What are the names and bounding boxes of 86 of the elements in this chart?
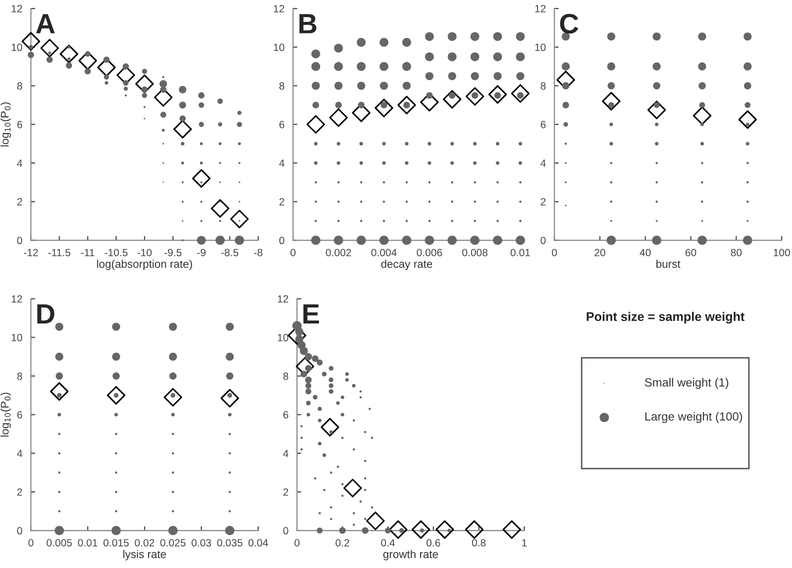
y-tick-label: 10 [12,44,22,52]
x-tick-label: -10.5 [104,248,128,256]
y-tick-label: 4 [279,160,284,167]
x-tick-label: 0.035 [217,539,242,546]
y-axis-title: log$_{10}$(P$_{0}$) [0,102,11,146]
y-tick-label: 10 [274,44,284,52]
x-tick-label: 0.002 [326,248,352,256]
y-tick-label: 8 [540,82,546,90]
y-tick-label: 6 [17,411,22,419]
chart-title: D [37,304,54,324]
y-axis-title: log$_{10}$(P$_{0}$) [0,392,11,437]
x-tick-label: 0 [552,248,557,256]
y-tick-label: 4 [283,450,288,458]
x-tick-label: -11 [81,248,94,256]
y-tick-label: 0 [17,527,22,534]
x-tick-label: 0.015 [104,539,129,546]
x-tick-label: 0 [294,539,300,546]
x-tick-label: 0.005 [46,539,72,546]
y-tick-label: 12 [12,295,22,303]
x-tick-label: -9 [197,248,206,256]
x-axis-title: burst [656,260,680,268]
x-tick-label: -8.5 [221,248,238,256]
y-tick-label: 12 [274,5,284,12]
x-tick-label: 40 [640,248,651,256]
x-tick-label: 0.8 [472,539,486,546]
text: Small weight (1) [644,378,728,389]
x-tick-label: 60 [686,248,696,256]
x-tick-label: 0.01 [510,248,530,256]
x-tick-label: 0.025 [160,539,186,546]
x-tick-label: 0.6 [426,539,440,546]
chart-title: A [36,14,55,34]
x-tick-label: 0.01 [78,539,98,546]
x-tick-label: 0.004 [371,248,397,256]
y-tick-label: 2 [283,488,288,496]
x-tick-label: -12 [24,248,38,256]
y-tick-label: 12 [535,5,546,12]
y-tick-label: 12 [12,5,22,12]
x-tick-label: 0 [28,539,34,546]
y-tick-label: 6 [540,120,546,128]
x-tick-label: 0.4 [381,539,395,546]
chart-title: C [560,14,578,34]
y-tick-label: 8 [17,372,22,380]
x-tick-label: 0 [290,248,296,256]
x-axis-title: lysis rate [123,550,166,560]
text: Large weight (100) [645,412,742,423]
x-tick-label: 1 [522,539,527,546]
y-tick-label: 8 [17,82,22,90]
x-tick-label: -10 [137,248,152,256]
y-tick-label: 8 [283,372,288,380]
y-tick-label: 10 [278,334,288,342]
y-tick-label: 6 [283,411,288,419]
x-axis-title: log(absorption rate) [97,260,192,270]
x-tick-label: 0.02 [134,539,154,546]
y-tick-label: 10 [12,334,22,342]
x-tick-label: 0.03 [192,539,212,546]
x-tick-label: 80 [730,248,742,256]
x-tick-label: -11.5 [48,248,70,256]
text: Point size = sample weight [586,312,744,324]
y-tick-label: 12 [278,295,288,303]
y-tick-label: 0 [17,236,22,244]
y-tick-label: 2 [279,198,284,206]
x-tick-label: 0.2 [336,539,350,546]
x-axis-title: decay rate [381,260,432,270]
y-tick-label: 4 [540,160,546,167]
chart-title: E [303,304,319,324]
y-tick-label: 10 [535,44,546,52]
y-tick-label: 8 [279,82,284,90]
x-tick-label: 100 [774,248,790,256]
y-tick-label: 6 [279,120,284,128]
y-tick-label: 6 [17,120,22,128]
x-tick-label: 0.008 [462,248,488,256]
y-tick-label: 0 [540,236,546,244]
x-tick-label: -9.5 [164,248,182,256]
x-axis-title: growth rate [383,550,438,560]
x-tick-label: 0.04 [248,539,268,546]
y-tick-label: 0 [279,236,284,244]
y-tick-label: 4 [17,160,22,167]
chart-title: B [299,14,316,34]
y-tick-label: 2 [17,488,22,496]
y-tick-label: 2 [540,198,546,206]
x-tick-label: -8 [254,248,262,256]
y-tick-label: 2 [17,198,22,206]
y-tick-label: 0 [283,527,288,534]
y-tick-label: 4 [17,450,22,458]
x-tick-label: 0.006 [416,248,442,256]
x-tick-label: 20 [594,248,606,256]
